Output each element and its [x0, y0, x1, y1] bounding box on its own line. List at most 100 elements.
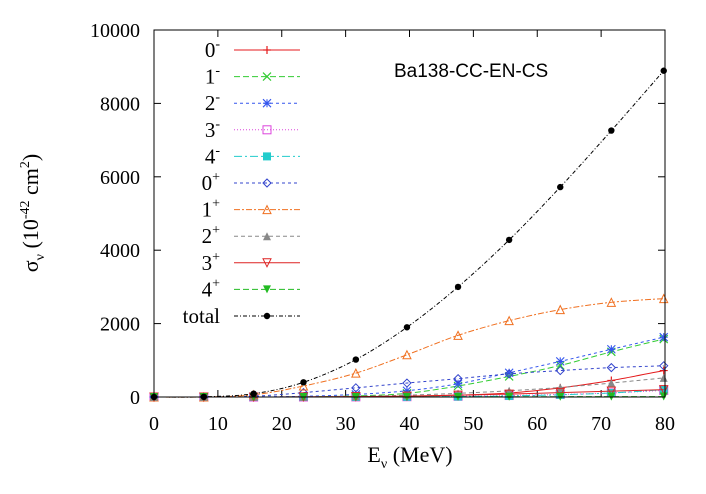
legend-label-main: 3 [205, 118, 216, 142]
legend-marker [262, 204, 272, 215]
data-point [351, 368, 361, 378]
data-point [608, 127, 615, 134]
data-point [402, 386, 412, 396]
legend-item: 1- [205, 64, 300, 89]
y-tick-label: 8000 [100, 93, 140, 115]
legend-label: total [183, 304, 220, 328]
legend-label-main: 3 [202, 251, 213, 275]
legend-marker [262, 258, 272, 268]
legend-marker [262, 98, 272, 108]
data-point [555, 357, 565, 366]
y-tick-label: 2000 [100, 314, 140, 336]
x-tick-label: 60 [527, 413, 547, 435]
legend-marker [263, 312, 271, 320]
legend-item: 3- [205, 117, 300, 142]
y-axis-label-unit-open: (10 [18, 219, 43, 248]
legend-label-main: 1 [202, 198, 213, 222]
data-point [658, 385, 669, 395]
y-axis-label: σν (10-42 cm2) [18, 154, 48, 272]
legend-label-sup: - [215, 64, 220, 79]
legend-label: 1+ [202, 197, 221, 222]
legend-label-main: 1 [205, 65, 216, 89]
legend-item: 1+ [202, 197, 300, 222]
axis-ticks [153, 29, 666, 398]
y-axis-label-unit-close: ) [18, 154, 43, 161]
legend-label-main: 2 [202, 224, 213, 248]
data-point [454, 283, 462, 291]
legend-label: 0- [205, 37, 221, 62]
data-point [659, 332, 669, 342]
legend-item: 3+ [202, 250, 300, 275]
data-point [555, 304, 566, 315]
data-point [606, 344, 616, 354]
legend-marker [263, 285, 271, 294]
legend-label-main: 0 [202, 171, 213, 195]
legend-label: 3- [205, 117, 221, 142]
y-tick-label: 0 [130, 387, 140, 409]
series-line [153, 70, 665, 398]
legend-label-sup: + [212, 170, 220, 185]
legend-label-main: 4 [202, 277, 213, 301]
series-line [153, 298, 664, 398]
x-axis-label: Eν (MeV) [367, 442, 452, 472]
legend-label-sup: + [212, 223, 220, 238]
data-point [504, 369, 514, 379]
data-point [555, 365, 565, 376]
x-tick-label: 30 [336, 413, 356, 435]
legend-label-sup: + [212, 250, 220, 265]
data-point [402, 378, 412, 388]
series-2 [149, 332, 669, 402]
legend-label-sup: - [215, 37, 220, 52]
legend-item: 4+ [202, 276, 300, 301]
legend-label: 1- [205, 64, 221, 89]
data-point [555, 361, 565, 370]
legend-label-main: 2 [205, 91, 216, 115]
y-tick-label: 6000 [100, 167, 140, 189]
legend-label-main: 0 [205, 38, 216, 62]
x-tick-label: 80 [655, 413, 675, 435]
x-axis-label-main: E [367, 442, 380, 467]
y-axis-label-sub: ν [33, 254, 48, 260]
legend-label-sup: - [215, 117, 220, 132]
data-point [557, 183, 564, 191]
legend-item: 0+ [202, 170, 300, 195]
data-point [505, 236, 513, 244]
data-point [505, 386, 514, 395]
legend-item: 2+ [202, 223, 300, 248]
data-point [351, 383, 361, 393]
legend-label: 2+ [202, 223, 221, 248]
legend-label: 3+ [202, 250, 221, 275]
legend-label: 4- [205, 143, 221, 168]
data-point [504, 368, 514, 378]
data-point [659, 373, 668, 382]
x-tick-label: 10 [208, 413, 228, 435]
x-tick-label: 50 [463, 413, 483, 435]
x-tick-label: 40 [400, 413, 420, 435]
legend-marker [262, 178, 272, 188]
data-point [555, 388, 566, 398]
data-point [606, 297, 617, 307]
x-tick-label: 20 [272, 413, 292, 435]
legend-item: total [183, 304, 300, 328]
data-point [300, 379, 307, 386]
legend-label: 0+ [202, 170, 221, 195]
y-tick-label: 4000 [100, 240, 140, 262]
x-axis-label-sub: ν [381, 457, 387, 472]
x-axis-label-unit: (MeV) [393, 442, 453, 467]
series-line [153, 336, 664, 398]
data-point [606, 362, 617, 373]
data-point [453, 379, 463, 389]
x-tick-label: 70 [591, 413, 611, 435]
data-point [298, 380, 309, 391]
legend-label-sup: - [215, 143, 220, 158]
legend-label: 4+ [202, 276, 221, 301]
chart-annotation: Ba138-CC-EN-CS [394, 61, 548, 82]
y-axis-label-main: σ [18, 260, 43, 272]
data-point [453, 330, 463, 340]
legend-label-sup: + [212, 276, 220, 291]
legend-item: 2- [205, 90, 300, 115]
legend-marker [262, 125, 272, 135]
data-point [659, 361, 669, 371]
